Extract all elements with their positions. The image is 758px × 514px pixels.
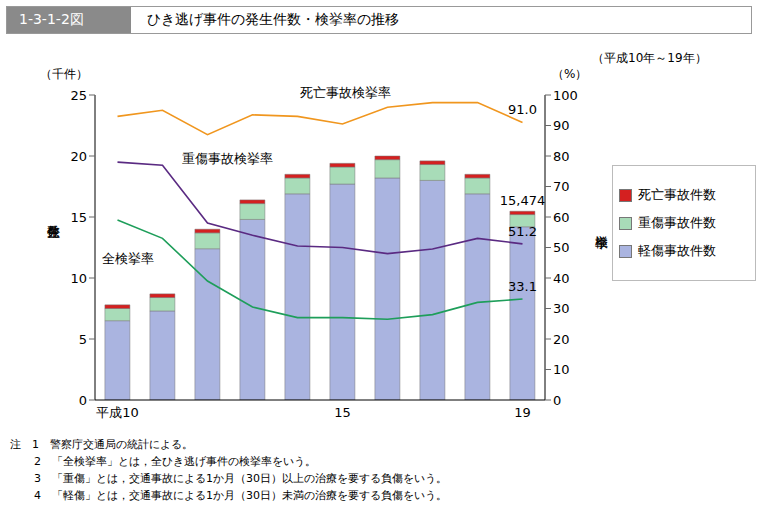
- svg-text:33.1: 33.1: [508, 279, 537, 294]
- svg-text:70: 70: [553, 179, 570, 194]
- svg-text:100: 100: [553, 88, 578, 103]
- svg-text:平成10: 平成10: [96, 405, 139, 420]
- svg-text:0: 0: [79, 393, 87, 408]
- svg-text:60: 60: [553, 210, 570, 225]
- svg-text:50: 50: [553, 240, 570, 255]
- html-text:注 1 警察庁交通局の統計による。: 注 1 警察庁交通局の統計による。: [10, 438, 193, 451]
- svg-text:25: 25: [70, 88, 87, 103]
- svg-text:20: 20: [70, 149, 87, 164]
- svg-text:5: 5: [79, 332, 87, 347]
- svg-text:15,474: 15,474: [500, 193, 546, 208]
- svg-text:51.2: 51.2: [508, 224, 537, 239]
- html-text:重傷事故検挙率: 重傷事故検挙率: [182, 151, 273, 166]
- svg-text:90: 90: [553, 118, 570, 133]
- html-text:2 「全検挙率」とは，全ひき逃げ事件の検挙率をいう。: 2 「全検挙率」とは，全ひき逃げ事件の検挙率をいう。: [34, 455, 316, 468]
- html-text:ひき逃げ事件の発生件数・検挙率の推移: ひき逃げ事件の発生件数・検挙率の推移: [147, 11, 399, 27]
- html-text:死亡事故検挙率: 死亡事故検挙率: [300, 85, 391, 100]
- html-text:（平成10年～19年）: （平成10年～19年）: [592, 51, 707, 65]
- svg-text:10: 10: [553, 362, 570, 377]
- html-text:（千件）: （千件）: [40, 67, 88, 81]
- svg-text:40: 40: [553, 271, 570, 286]
- html-text:4 「軽傷」とは，交通事故による1か月（30日）未満の治療を: 4 「軽傷」とは，交通事故による1か月（30日）未満の治療を要する負傷をいう。: [34, 489, 447, 502]
- html-text:死亡事故件数: 死亡事故件数: [638, 187, 716, 202]
- html-text:重傷事故件数: 重傷事故件数: [638, 215, 716, 230]
- svg-text:0: 0: [553, 393, 561, 408]
- svg-text:20: 20: [553, 332, 570, 347]
- svg-text:19: 19: [514, 405, 531, 420]
- html-text:全検挙率: 全検挙率: [102, 251, 154, 266]
- svg-text:10: 10: [70, 271, 87, 286]
- html-text:1-3-1-2図: 1-3-1-2図: [19, 11, 84, 27]
- html-text:3 「重傷」とは，交通事故による1か月（30日）以上の治療を: 3 「重傷」とは，交通事故による1か月（30日）以上の治療を要する負傷をいう。: [34, 472, 447, 485]
- svg-text:15: 15: [334, 405, 351, 420]
- svg-text:30: 30: [553, 301, 570, 316]
- svg-text:91.0: 91.0: [508, 102, 537, 117]
- html-text:軽傷事故件数: 軽傷事故件数: [638, 243, 716, 258]
- svg-text:80: 80: [553, 149, 570, 164]
- svg-text:15: 15: [70, 210, 87, 225]
